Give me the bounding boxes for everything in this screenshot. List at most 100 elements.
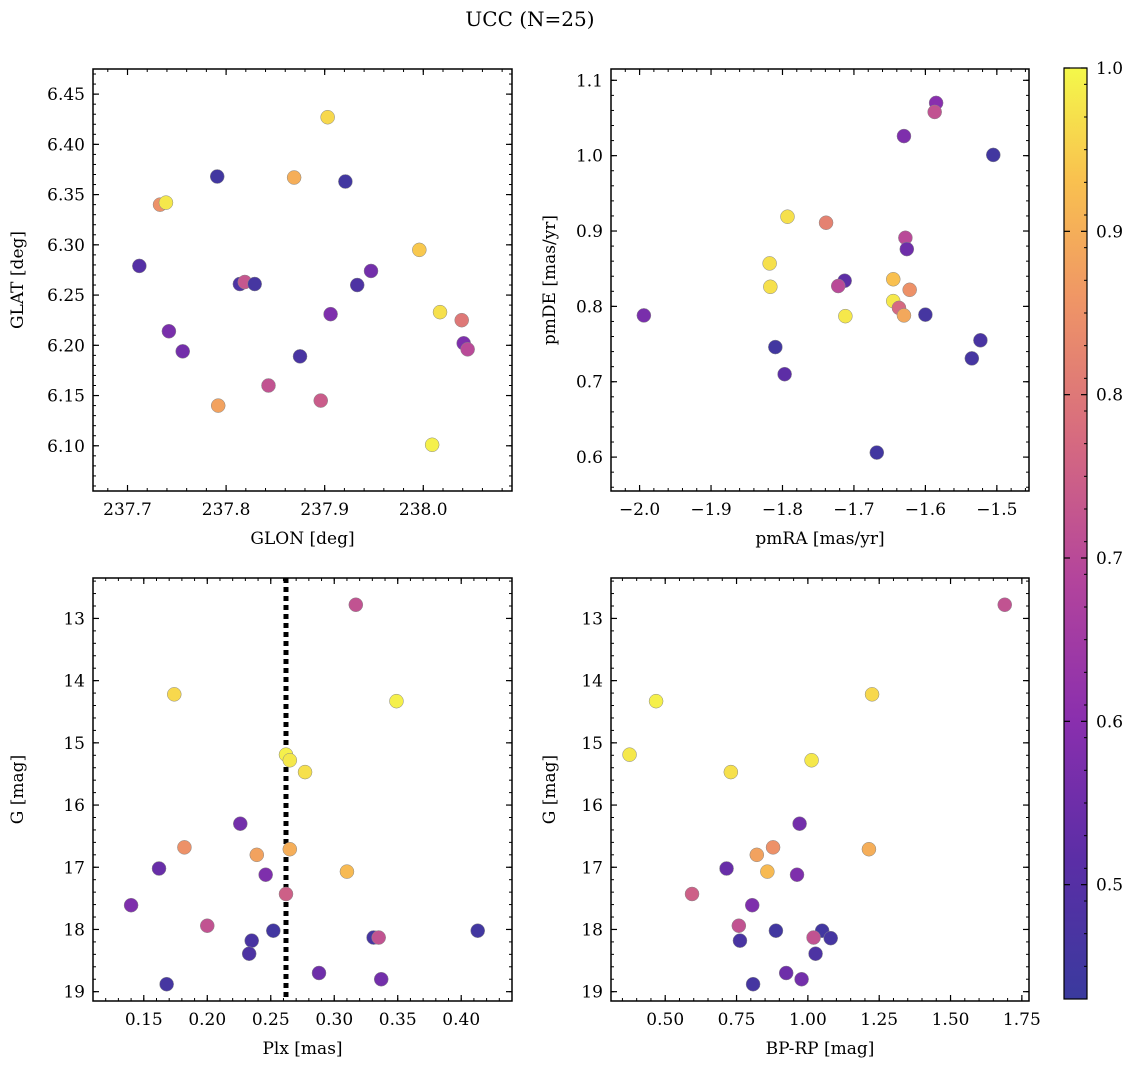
figure-title: UCC (N=25) xyxy=(465,7,594,31)
data-point xyxy=(349,277,365,293)
x-tick-label: 0.15 xyxy=(125,1010,163,1030)
y-tick-label: 1.1 xyxy=(576,71,603,91)
x-tick-label: −1.9 xyxy=(690,500,731,520)
data-point xyxy=(973,333,988,348)
data-point xyxy=(765,840,781,855)
data-point xyxy=(749,847,765,863)
data-point xyxy=(161,323,177,339)
data-point xyxy=(175,344,190,359)
data-point xyxy=(412,242,427,258)
data-point xyxy=(158,195,174,210)
data-point xyxy=(348,597,364,612)
data-point xyxy=(896,308,912,323)
y-tick-label: 0.8 xyxy=(576,297,603,317)
data-point xyxy=(233,816,248,831)
y-tick-label: 6.20 xyxy=(47,336,85,356)
colorbar-tick-label: 0.7 xyxy=(1096,549,1123,569)
colorbar-gradient xyxy=(1063,67,1088,1000)
data-point xyxy=(780,209,795,224)
data-point xyxy=(244,933,259,948)
y-tick-label: 19 xyxy=(581,983,603,1003)
data-point xyxy=(323,306,338,322)
y-tick-label: 17 xyxy=(63,858,85,878)
data-point xyxy=(838,308,853,324)
x-tick-label: 1.00 xyxy=(789,1010,827,1030)
data-point xyxy=(964,351,980,366)
data-point xyxy=(864,687,880,702)
y-axis-label: GLAT [deg] xyxy=(8,231,28,329)
data-point xyxy=(432,304,448,320)
data-point xyxy=(338,174,353,189)
scatter-panel-3: 0.15 0.20 0.25 0.30 0.35 0.40 13 14 15 16 17 18 19 Pl… xyxy=(8,577,513,1059)
data-point xyxy=(768,923,784,938)
data-point xyxy=(209,169,225,184)
y-tick-label: 6.35 xyxy=(47,186,85,206)
x-axis-label: Plx [mas] xyxy=(262,1039,342,1059)
y-tick-label: 6.40 xyxy=(47,135,85,155)
data-point xyxy=(823,930,838,946)
data-point xyxy=(869,445,885,460)
data-point xyxy=(896,128,912,144)
data-point xyxy=(684,886,700,902)
colorbar-tick-label: 1.0 xyxy=(1096,59,1123,79)
data-point xyxy=(622,747,637,762)
axes-frame xyxy=(610,577,1030,1002)
data-point xyxy=(636,308,652,323)
data-point xyxy=(200,918,215,933)
x-tick-label: −1.7 xyxy=(833,500,874,520)
data-point xyxy=(927,104,942,120)
data-point xyxy=(830,278,846,294)
y-tick-label: 0.7 xyxy=(576,373,603,393)
data-point xyxy=(723,764,739,780)
y-tick-label: 18 xyxy=(581,920,603,940)
data-point xyxy=(719,861,734,876)
data-point xyxy=(261,378,276,393)
data-point xyxy=(789,867,805,882)
data-point xyxy=(278,886,294,902)
x-tick-label: −1.5 xyxy=(976,500,1017,520)
data-point xyxy=(744,897,760,913)
data-point xyxy=(297,764,313,780)
colorbar: 0.5 0.6 0.7 0.8 0.9 1.0 xyxy=(1063,59,1123,1000)
data-point xyxy=(210,398,226,413)
data-point xyxy=(763,279,778,295)
y-tick-label: 13 xyxy=(581,609,603,629)
x-tick-label: −2.0 xyxy=(619,500,660,520)
x-tick-label: 1.50 xyxy=(932,1010,970,1030)
data-point xyxy=(648,693,664,709)
y-tick-label: 14 xyxy=(63,672,85,692)
data-point xyxy=(778,965,794,981)
data-point xyxy=(777,366,792,382)
y-tick-label: 6.15 xyxy=(47,387,85,407)
colorbar-tick-label: 0.5 xyxy=(1096,876,1123,896)
axes-frame xyxy=(610,68,1030,492)
colorbar-tick-label: 0.6 xyxy=(1096,712,1123,732)
axes-frame xyxy=(92,68,513,492)
data-point xyxy=(313,393,328,408)
data-point xyxy=(320,109,335,125)
x-axis-label: GLON [deg] xyxy=(250,529,354,549)
data-point xyxy=(282,753,298,768)
x-tick-label: 237.7 xyxy=(103,500,152,520)
data-point xyxy=(177,840,192,855)
y-tick-label: 19 xyxy=(63,983,85,1003)
data-point xyxy=(132,258,147,274)
scatter-panel-2: −2.0 −1.9 −1.8 −1.7 −1.6 −1.5 0.6 0.7 0.8 0.9 1.0 1… xyxy=(540,68,1030,549)
x-tick-label: 0.40 xyxy=(442,1010,480,1030)
scatter-panel-1: 237.7 237.8 237.9 238.0 6.10 6.15 6.20 6.25 6.30… xyxy=(8,68,513,549)
colorbar-tick-label: 0.9 xyxy=(1096,222,1123,242)
y-tick-label: 0.6 xyxy=(576,448,603,468)
y-tick-label: 13 xyxy=(63,609,85,629)
data-point xyxy=(899,241,915,257)
y-tick-label: 16 xyxy=(581,796,603,816)
x-tick-label: 0.30 xyxy=(315,1010,353,1030)
data-point xyxy=(470,923,485,938)
axes-frame xyxy=(92,577,513,1002)
data-point xyxy=(339,864,355,879)
data-point xyxy=(241,946,257,961)
data-point xyxy=(373,971,389,987)
data-point xyxy=(918,307,933,322)
data-point xyxy=(997,597,1012,612)
data-point xyxy=(167,687,182,702)
data-point xyxy=(745,976,761,992)
